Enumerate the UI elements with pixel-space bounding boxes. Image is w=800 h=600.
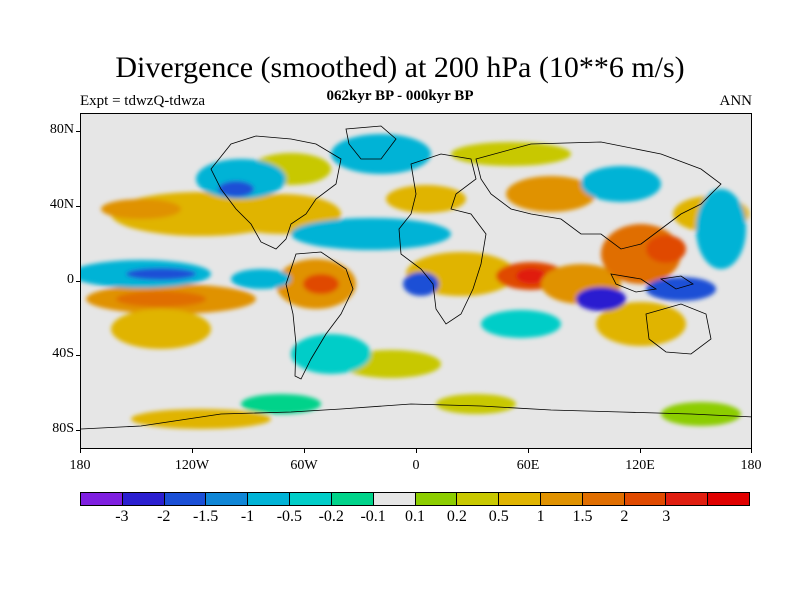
lat-tick (76, 430, 81, 431)
lon-tick (192, 448, 193, 453)
colorbar-label: 2 (620, 508, 629, 525)
lon-tick (80, 448, 81, 453)
colorbar-label: -3 (115, 508, 129, 525)
colorbar-box (290, 493, 332, 505)
colorbar-box (373, 493, 416, 505)
divergence-map (80, 113, 752, 449)
lon-label-120e: 120E (625, 458, 655, 473)
colorbar-box (666, 493, 709, 505)
colorbar-box (81, 493, 123, 505)
plot-title: Divergence (smoothed) at 200 hPa (10**6 … (115, 51, 685, 84)
colorbar-label: 0.1 (405, 508, 425, 525)
lon-label-120w: 120W (174, 458, 210, 473)
lat-tick (76, 131, 81, 132)
lat-tick (76, 281, 81, 282)
lat-tick (76, 206, 81, 207)
colorbar-label: 1 (536, 508, 545, 525)
lon-label-0: 0 (412, 458, 420, 473)
colorbar-label: 0.5 (488, 508, 509, 525)
colorbar-label: 1.5 (572, 508, 593, 525)
colorbar-box (457, 493, 500, 505)
lat-label-40n: 40N (49, 197, 74, 212)
lon-label-180w: 180 (69, 458, 91, 473)
lon-tick (751, 448, 752, 453)
lat-label-80s: 80S (52, 421, 74, 436)
colorbar-box (164, 493, 207, 505)
colorbar-box (331, 493, 374, 505)
colorbar-box (206, 493, 249, 505)
colorbar-box (122, 493, 165, 505)
lat-label-80n: 80N (49, 122, 74, 137)
colorbar-box (540, 493, 583, 505)
colorbar-box (499, 493, 541, 505)
colorbar-label: 0.2 (446, 508, 467, 525)
lon-tick (304, 448, 305, 453)
lon-tick (640, 448, 641, 453)
colorbar-label: 3 (662, 508, 671, 525)
plot-subtitle-left: Expt = tdwzQ-tdwza (80, 93, 206, 109)
lat-tick (76, 355, 81, 356)
colorbar-label: -2 (157, 508, 171, 525)
plot-subtitle-center: 062kyr BP - 000kyr BP (326, 88, 474, 104)
lon-label-60w: 60W (290, 458, 318, 473)
colorbar-label: -0.5 (276, 508, 303, 525)
lon-tick (416, 448, 417, 453)
plot-subtitle-right: ANN (719, 93, 753, 109)
colorbar-label: -1 (240, 508, 255, 525)
colorbar-box (708, 493, 749, 505)
colorbar-box (624, 493, 667, 505)
colorbar-box (415, 493, 458, 505)
lon-label-60e: 60E (516, 458, 540, 473)
lat-label-0: 0 (67, 272, 74, 287)
colorbar-label: -0.2 (318, 508, 344, 525)
colorbar-box (248, 493, 291, 505)
lon-label-180e: 180 (740, 458, 762, 473)
colorbar-label: -1.5 (192, 508, 219, 525)
lat-label-40s: 40S (52, 346, 74, 361)
lon-tick (528, 448, 529, 453)
colorbar-label: -0.1 (360, 508, 386, 525)
colorbar (80, 492, 750, 506)
colorbar-box (582, 493, 625, 505)
divergence-field (81, 114, 751, 448)
